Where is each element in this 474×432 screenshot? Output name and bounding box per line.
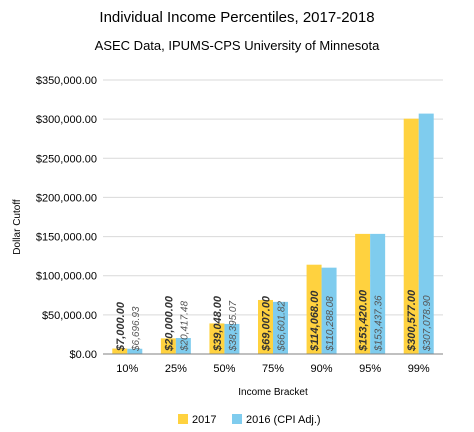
x-axis-label: Income Bracket xyxy=(238,387,308,398)
data-label: $153,420.00 xyxy=(358,289,370,352)
bar-2017-3 xyxy=(258,299,273,354)
y-axis-label: Dollar Cutoff xyxy=(12,199,23,255)
x-tick-label: 95% xyxy=(359,363,381,375)
data-label: $110,288.08 xyxy=(325,296,336,352)
data-label: $6,696.93 xyxy=(131,306,142,352)
x-tick-label: 25% xyxy=(165,363,187,375)
y-tick-label: $350,000.00 xyxy=(36,75,97,87)
bar-2017-2 xyxy=(209,323,225,354)
y-tick-label: $0.00 xyxy=(69,349,97,361)
bars xyxy=(112,113,434,354)
x-tick-label: 90% xyxy=(311,363,333,375)
legend-2016-swatch xyxy=(232,414,242,424)
y-axis-ticks: $0.00 $50,000.00 $100,000.00 $150,000.00 $20… xyxy=(36,75,97,361)
gridlines xyxy=(103,79,443,316)
data-label: $7,000.00 xyxy=(115,301,127,352)
y-tick-label: $150,000.00 xyxy=(36,232,97,244)
data-label: $20,000.00 xyxy=(163,295,175,352)
x-axis-ticks: 10% 25% 50% 75% 90% 95% 99% xyxy=(116,363,430,375)
data-label: $66,601.82 xyxy=(277,301,288,352)
x-tick-label: 75% xyxy=(262,363,284,375)
bar-2016-0 xyxy=(127,348,143,354)
y-tick-label: $200,000.00 xyxy=(36,192,97,204)
y-tick-label: $50,000.00 xyxy=(42,310,97,322)
bar-2017-4 xyxy=(306,264,322,354)
bar-2016-1 xyxy=(175,338,191,354)
data-label: $20,417.48 xyxy=(179,301,190,352)
data-label: $69,007.00 xyxy=(261,295,273,352)
legend-2017-label: 2017 xyxy=(192,414,216,426)
data-label: $307,078.90 xyxy=(422,295,433,352)
x-tick-label: 99% xyxy=(408,363,430,375)
bar-2016-2 xyxy=(224,323,240,354)
y-tick-label: $300,000.00 xyxy=(36,114,97,126)
legend: 2017 2016 (CPI Adj.) xyxy=(178,414,321,426)
bar-2016-6 xyxy=(418,113,434,354)
data-labels: $7,000.00 $6,696.93 $20,000.00 $20,417.48 $3… xyxy=(115,289,433,352)
bar-2017-5 xyxy=(355,233,371,354)
data-label: $300,577.00 xyxy=(406,289,418,352)
x-tick-label: 50% xyxy=(213,363,235,375)
chart-subtitle: ASEC Data, IPUMS-CPS University of Minne… xyxy=(95,38,380,53)
bar-2017-0 xyxy=(112,348,128,354)
chart-title: Individual Income Percentiles, 2017-2018 xyxy=(99,9,374,26)
legend-2017-swatch xyxy=(178,414,188,424)
x-tick-label: 10% xyxy=(116,363,138,375)
data-label: $114,068.00 xyxy=(309,290,321,352)
bar-2017-6 xyxy=(403,118,419,354)
bar-2016-3 xyxy=(273,301,288,354)
data-label: $39,048.00 xyxy=(212,295,224,352)
bar-2016-4 xyxy=(321,267,337,354)
y-tick-label: $250,000.00 xyxy=(36,153,97,165)
data-label: $153,437.36 xyxy=(374,295,385,352)
legend-2016-label: 2016 (CPI Adj.) xyxy=(246,414,321,426)
bar-2017-1 xyxy=(160,338,176,354)
data-label: $38,395.07 xyxy=(228,301,239,352)
bar-2016-5 xyxy=(370,233,386,354)
y-tick-label: $100,000.00 xyxy=(36,271,97,283)
